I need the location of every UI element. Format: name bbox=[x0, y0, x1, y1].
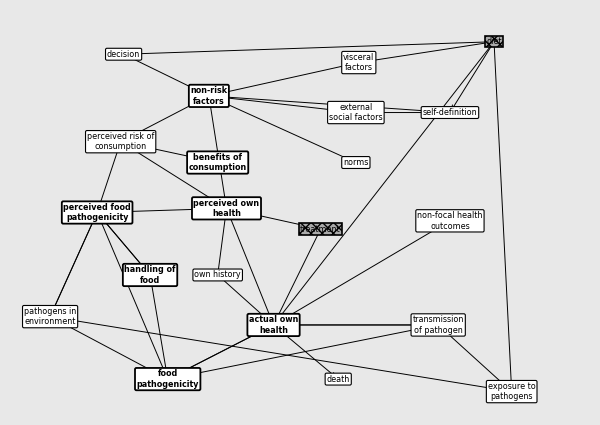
Text: pathogens in
environment: pathogens in environment bbox=[24, 307, 76, 326]
Text: diet: diet bbox=[486, 37, 502, 46]
Text: non-risk
factors: non-risk factors bbox=[190, 86, 227, 105]
Text: actual own
health: actual own health bbox=[249, 315, 298, 334]
Text: decision: decision bbox=[107, 50, 140, 59]
Text: perceived own
health: perceived own health bbox=[193, 198, 260, 218]
Text: handling of
food: handling of food bbox=[124, 265, 176, 285]
Text: perceived risk of
consumption: perceived risk of consumption bbox=[87, 132, 154, 151]
Text: perceived food
pathogenicity: perceived food pathogenicity bbox=[63, 203, 131, 222]
Text: own history: own history bbox=[194, 270, 241, 280]
Text: self-definition: self-definition bbox=[422, 108, 477, 117]
Text: non-focal health
outcomes: non-focal health outcomes bbox=[417, 211, 482, 230]
Text: external
social factors: external social factors bbox=[329, 103, 383, 122]
Text: exposure to
pathogens: exposure to pathogens bbox=[488, 382, 536, 401]
Text: transmission
of pathogen: transmission of pathogen bbox=[412, 315, 464, 334]
Text: food
pathogenicity: food pathogenicity bbox=[136, 369, 199, 389]
Text: norms: norms bbox=[343, 158, 368, 167]
Text: visceral
factors: visceral factors bbox=[343, 53, 374, 72]
Text: treatment: treatment bbox=[300, 225, 341, 234]
Text: benefits of
consumption: benefits of consumption bbox=[188, 153, 247, 172]
Text: death: death bbox=[326, 374, 350, 384]
